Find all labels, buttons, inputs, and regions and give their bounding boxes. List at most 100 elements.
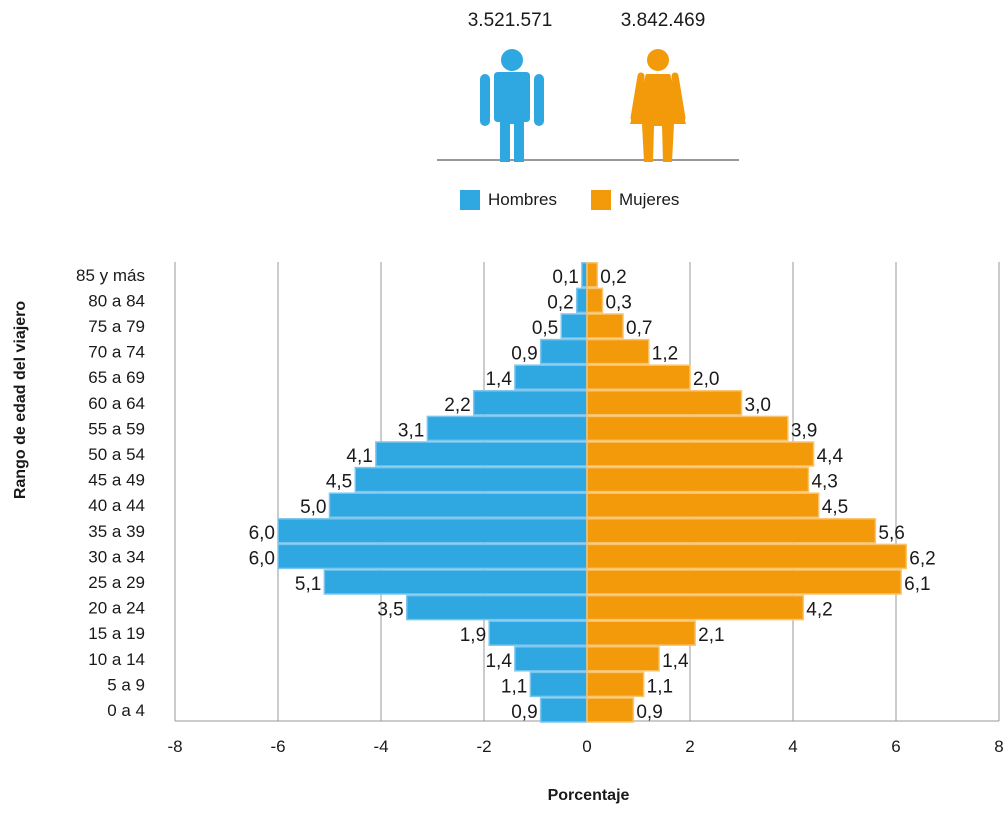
value-label-hombres: 1,4 [485,651,512,672]
value-label-hombres: 3,5 [377,600,403,621]
bar-mujeres [586,492,820,518]
value-label-hombres: 0,5 [532,318,558,339]
category-label: 70 a 74 [88,343,145,362]
value-label-mujeres: 4,3 [811,472,837,493]
value-label-mujeres: 0,9 [636,702,662,723]
category-label: 20 a 24 [88,599,145,618]
bar-mujeres [586,390,743,416]
category-label: 25 a 29 [88,573,145,592]
category-label: 30 a 34 [88,547,145,566]
x-tick-label: 2 [685,737,694,756]
value-label-mujeres: 4,4 [817,446,844,467]
bar-mujeres [586,364,691,390]
x-axis-label: Porcentaje [547,787,630,804]
bar-hombres [472,390,588,416]
bar-mujeres [586,646,660,672]
y-axis-label: Rango de edad del viajero [12,300,29,500]
bar-hombres [514,364,588,390]
x-tick-label: -8 [167,737,182,756]
category-label: 0 a 4 [107,701,145,720]
value-label-hombres: 6,0 [249,548,275,569]
bar-mujeres [586,441,815,467]
bar-mujeres [586,338,650,365]
value-label-hombres: 0,9 [511,702,537,723]
bar-hombres [328,492,588,518]
value-label-hombres: 3,1 [398,420,424,441]
category-label: 40 a 44 [88,496,145,515]
category-label: 35 a 39 [88,522,145,541]
legend-item-mujeres: Mujeres [590,190,680,210]
bar-mujeres [586,313,624,339]
bar-hombres [560,313,588,339]
category-label: 45 a 49 [88,471,145,490]
legend-swatch-hombres [460,190,480,210]
legend-item-hombres: Hombres [460,190,557,210]
x-tick-label: -6 [270,737,285,756]
category-label: 75 a 79 [88,317,145,336]
value-label-hombres: 5,1 [295,574,321,595]
bar-mujeres [586,620,696,646]
x-tick-label: -2 [476,737,491,756]
value-label-mujeres: 3,0 [745,395,771,416]
bar-mujeres [586,671,645,698]
value-label-hombres: 1,4 [485,369,512,390]
value-label-mujeres: 2,1 [698,625,724,646]
legend-label-hombres: Hombres [488,190,557,209]
man-icon [480,49,544,162]
woman-icon [630,49,686,162]
bar-mujeres [586,466,810,493]
value-label-mujeres: 6,1 [904,574,930,595]
value-label-hombres: 0,2 [547,292,573,313]
bar-mujeres [586,543,908,570]
value-label-mujeres: 0,2 [600,267,626,288]
value-label-mujeres: 4,2 [806,600,832,621]
x-tick-label: 6 [891,737,900,756]
bar-hombres [277,518,588,544]
x-tick-label: -4 [373,737,388,756]
category-labels: 85 y más 80 a 84 75 a 79 70 a 74 65 a 69 60 a… [76,266,145,720]
bar-hombres [581,262,588,288]
bar-mujeres [586,287,604,314]
value-label-hombres: 4,1 [346,446,372,467]
bar-hombres [514,646,588,672]
value-label-mujeres: 4,5 [822,497,848,518]
category-label: 80 a 84 [88,291,145,310]
bar-mujeres [586,415,789,442]
bar-hombres [375,441,588,467]
x-tick-label: 0 [582,737,591,756]
value-label-mujeres: 2,0 [693,369,719,390]
bar-hombres [426,415,588,442]
category-label: 85 y más [76,266,145,285]
bar-mujeres [586,569,902,595]
value-label-hombres: 1,9 [460,625,486,646]
men-total: 3.521.571 [467,10,553,31]
x-tick-labels: -8 -6 -4 -2 0 2 4 6 8 [167,737,1003,756]
value-label-mujeres: 3,9 [791,420,817,441]
value-label-hombres: 4,5 [326,472,352,493]
category-label: 5 a 9 [107,675,145,694]
category-label: 60 a 64 [88,394,145,413]
value-label-mujeres: 0,7 [626,318,652,339]
category-label: 15 a 19 [88,624,145,643]
legend-swatch-mujeres [590,190,611,210]
legend-label-mujeres: Mujeres [618,190,680,209]
value-label-hombres: 6,0 [249,523,275,544]
bar-hombres [354,466,588,493]
bar-hombres [529,671,588,698]
pictogram [437,49,739,162]
category-label: 50 a 54 [88,445,145,464]
bar-mujeres [586,697,635,723]
legend: Hombres Mujeres [460,190,679,210]
x-tick-label: 4 [788,737,797,756]
value-label-mujeres: 1,4 [662,651,689,672]
value-labels: 0,1 0,2 0,2 0,3 0,5 0,7 0,9 1,2 1,4 2,0 2,2 3,0 3,1 3… [249,267,936,723]
value-label-hombres: 0,9 [511,344,537,365]
bar-hombres [277,543,588,570]
value-label-hombres: 0,1 [552,267,578,288]
value-label-mujeres: 0,3 [605,292,631,313]
bar-hombres [488,620,588,646]
value-label-mujeres: 5,6 [878,523,904,544]
bar-hombres [539,697,588,723]
bar-mujeres [586,262,599,288]
